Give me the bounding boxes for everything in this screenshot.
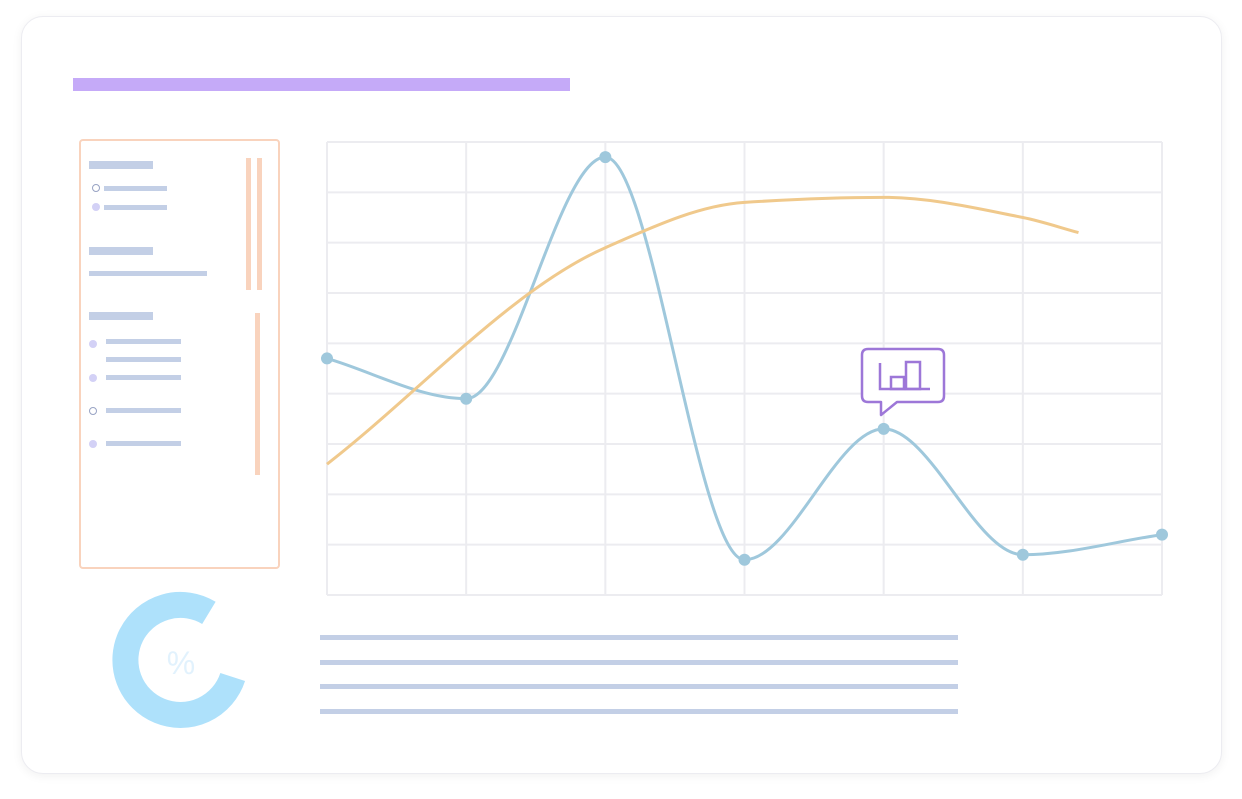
percent-icon: % bbox=[167, 645, 195, 681]
text-line-placeholder bbox=[89, 271, 207, 276]
text-line-placeholder bbox=[320, 635, 958, 640]
series-line-orange bbox=[326, 195, 1079, 466]
list-item-placeholder bbox=[106, 357, 181, 362]
radio-unselected-icon[interactable] bbox=[89, 407, 97, 415]
section-heading-placeholder bbox=[89, 247, 153, 255]
text-line-placeholder bbox=[320, 709, 958, 714]
list-item-placeholder bbox=[106, 339, 181, 344]
scrollbar-track[interactable] bbox=[257, 158, 262, 290]
title-placeholder-bar bbox=[73, 78, 570, 91]
radio-unselected-icon[interactable] bbox=[92, 184, 100, 192]
percent-gauge: % bbox=[112, 591, 246, 728]
chart-grid bbox=[326, 141, 1163, 596]
radio-selected-icon[interactable] bbox=[92, 203, 100, 211]
scrollbar-track[interactable] bbox=[246, 158, 251, 290]
scrollbar-track[interactable] bbox=[255, 313, 260, 475]
option-label-placeholder bbox=[104, 205, 167, 210]
list-item-placeholder bbox=[106, 441, 181, 446]
bar-chart-speech-bubble-icon[interactable] bbox=[860, 347, 946, 417]
data-point[interactable] bbox=[877, 422, 890, 435]
option-label-placeholder bbox=[104, 186, 167, 191]
data-point[interactable] bbox=[1156, 528, 1168, 541]
data-point[interactable] bbox=[321, 352, 333, 365]
section-heading-placeholder bbox=[89, 161, 153, 169]
data-point[interactable] bbox=[599, 151, 612, 164]
bullet-icon bbox=[89, 340, 97, 348]
text-line-placeholder bbox=[320, 684, 958, 689]
legend-panel bbox=[79, 139, 280, 569]
bullet-icon bbox=[89, 440, 97, 448]
list-item-placeholder bbox=[106, 408, 181, 413]
list-item-placeholder bbox=[106, 375, 181, 380]
series-line-blue bbox=[326, 155, 1163, 562]
data-point[interactable] bbox=[460, 392, 473, 405]
data-point[interactable] bbox=[1016, 548, 1029, 561]
series-markers bbox=[321, 151, 1168, 566]
data-point[interactable] bbox=[738, 553, 751, 566]
section-heading-placeholder bbox=[89, 312, 153, 320]
text-line-placeholder bbox=[320, 660, 958, 665]
bullet-icon bbox=[89, 374, 97, 382]
